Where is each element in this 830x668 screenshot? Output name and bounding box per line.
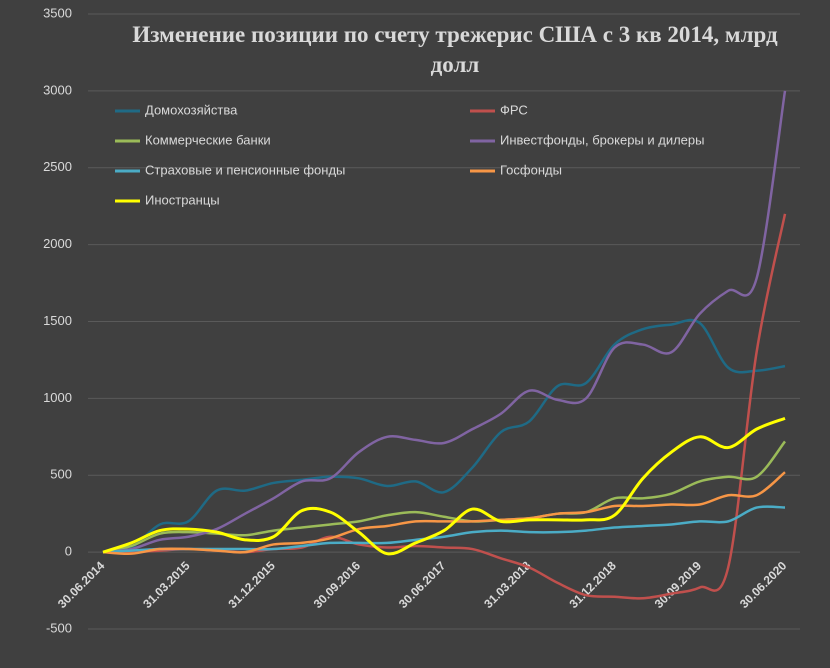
y-tick-label: 0: [65, 544, 72, 559]
y-tick-label: 3500: [43, 5, 72, 20]
x-tick-label: 30.09.2019: [652, 558, 705, 611]
legend-label: Домохозяйства: [145, 102, 238, 117]
series-line: [102, 505, 786, 554]
series-line: [102, 416, 786, 556]
x-tick-label: 30.09.2016: [311, 558, 364, 611]
y-tick-label: 3000: [43, 82, 72, 97]
legend-label: Инвестфонды, брокеры и дилеры: [500, 132, 705, 147]
series-line: [102, 213, 787, 600]
y-tick-label: 2000: [43, 236, 72, 251]
legend-label: Иностранцы: [145, 192, 220, 207]
x-tick-label: 31.12.2015: [225, 558, 278, 611]
x-tick-label: 30.06.2014: [55, 558, 108, 611]
series-line: [102, 471, 786, 556]
x-tick-label: 30.06.2017: [396, 558, 449, 611]
x-tick-label: 31.03.2015: [140, 558, 193, 611]
legend-label: Коммерческие банки: [145, 132, 271, 147]
y-tick-label: 2500: [43, 159, 72, 174]
x-tick-label: 30.06.2020: [737, 558, 790, 611]
y-tick-label: 1500: [43, 313, 72, 328]
legend-label: ФРС: [500, 102, 528, 117]
y-tick-label: 500: [50, 467, 72, 482]
x-tick-label: 31.12.2018: [566, 558, 619, 611]
y-tick-label: -500: [46, 620, 72, 635]
series-line: [102, 318, 786, 554]
y-tick-label: 1000: [43, 390, 72, 405]
chart-title: Изменение позиции по счету трежерис США …: [132, 22, 778, 77]
legend-label: Госфонды: [500, 162, 562, 177]
series-line: [102, 90, 787, 554]
legend-label: Страховые и пенсионные фонды: [145, 162, 345, 177]
series-line: [102, 440, 786, 554]
